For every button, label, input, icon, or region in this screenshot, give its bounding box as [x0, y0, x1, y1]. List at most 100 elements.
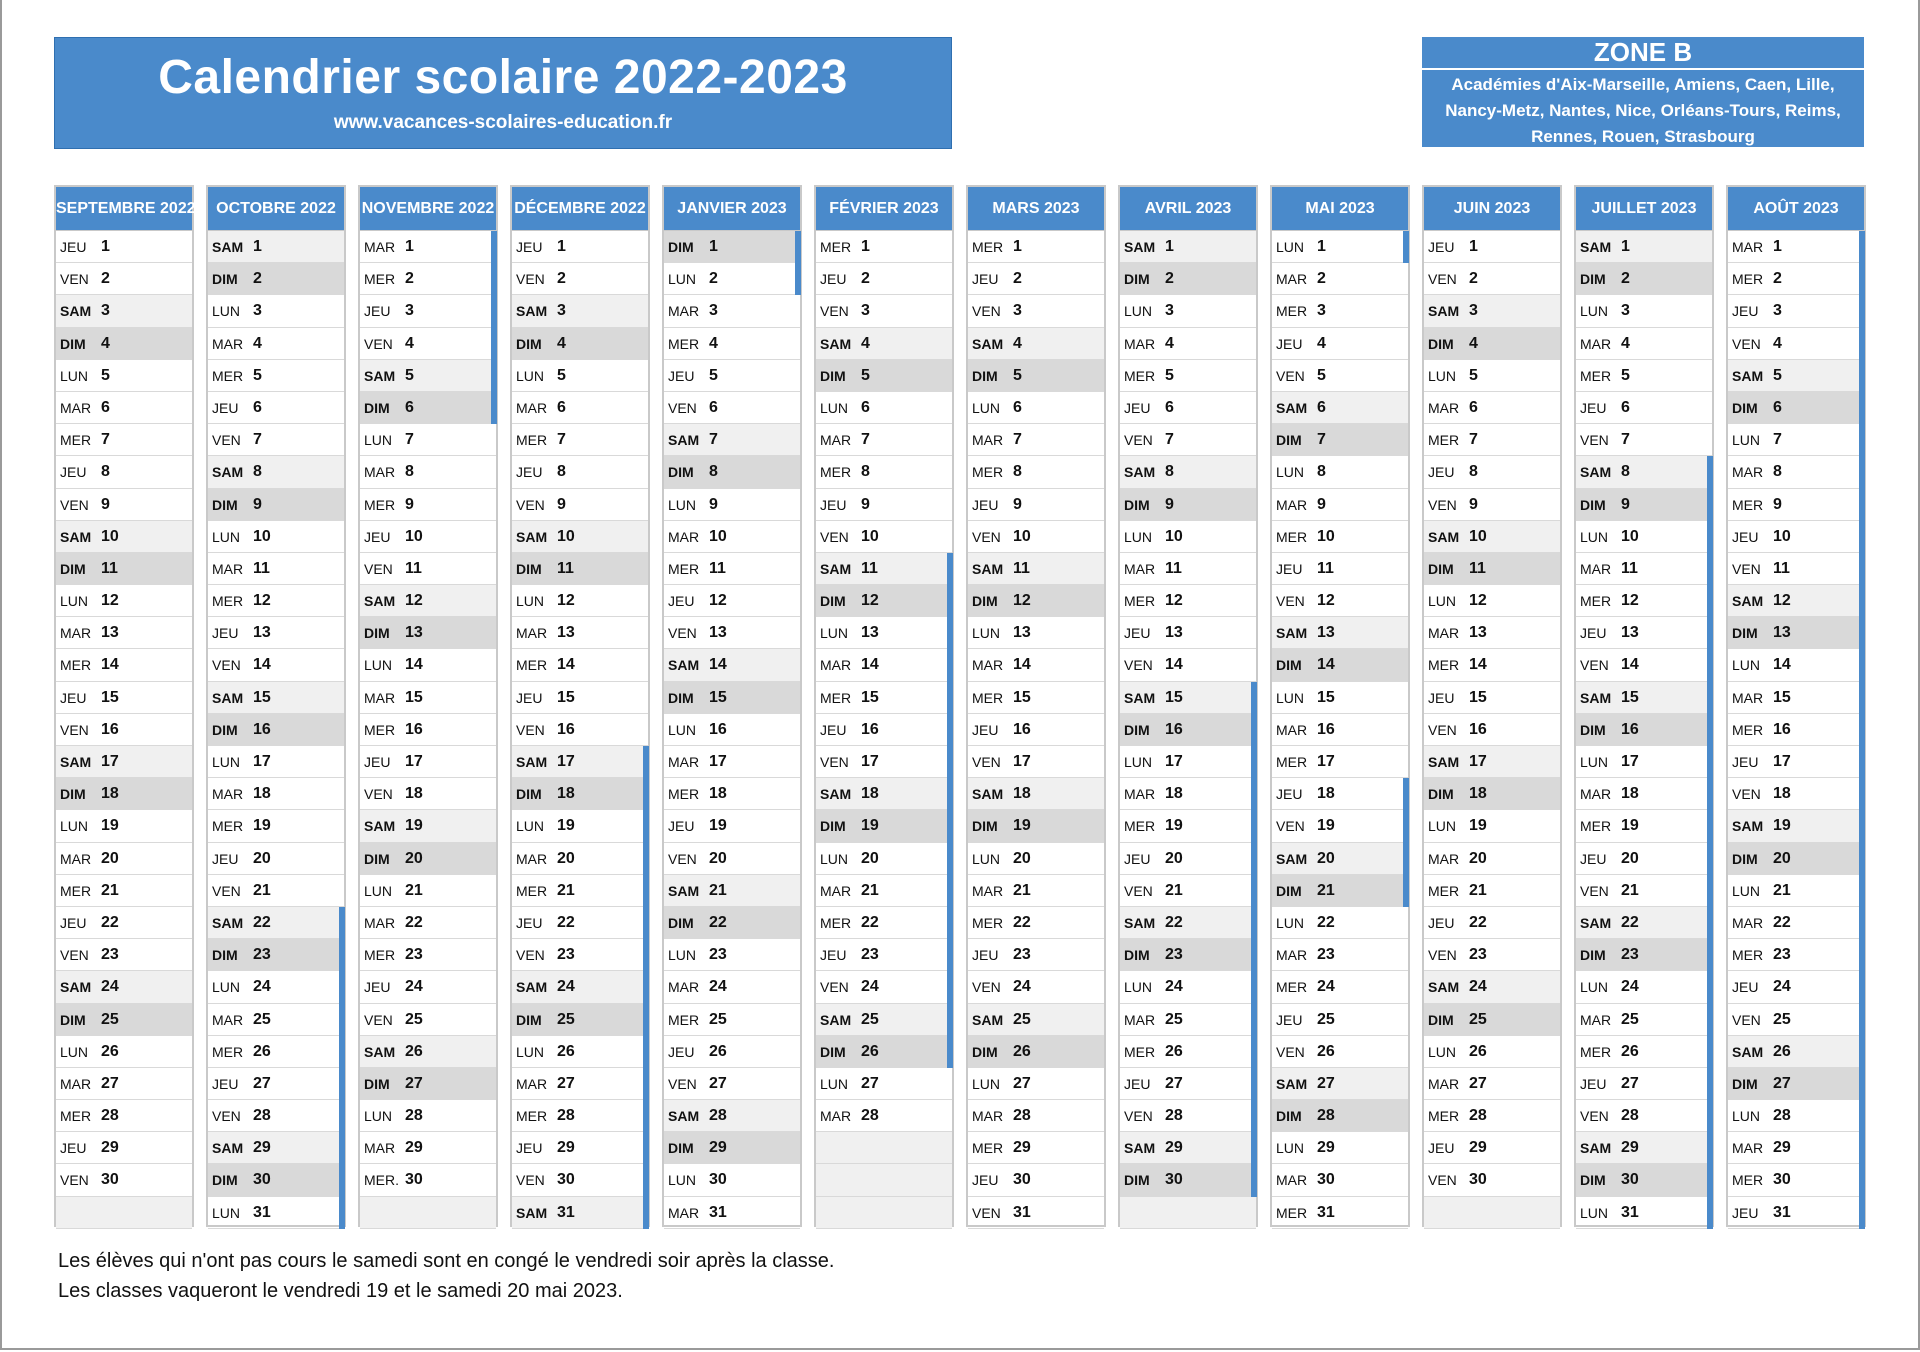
day-number: 22	[709, 913, 727, 931]
day-name: MAR	[516, 399, 548, 416]
day-name: JEU	[1428, 239, 1455, 255]
day-number: 14	[1773, 656, 1791, 674]
day-number: 28	[861, 1107, 879, 1125]
day-name: MER	[1124, 367, 1156, 384]
day-number: 2	[861, 270, 870, 288]
holiday-bar	[339, 907, 345, 1230]
day-name: JEU	[60, 914, 87, 931]
day-number: 1	[1013, 238, 1022, 255]
day-name: DIM	[668, 914, 694, 931]
day-name: SAM	[60, 979, 92, 996]
day-row: MAR 29	[1728, 1132, 1864, 1165]
day-name: MER	[1124, 818, 1156, 835]
day-row: DIM 14	[1272, 649, 1408, 682]
day-number: 5	[1013, 366, 1022, 384]
day-name: JEU	[364, 303, 391, 320]
day-number: 6	[861, 398, 870, 416]
day-number: 5	[557, 366, 566, 384]
day-name: MAR	[1732, 239, 1764, 255]
month-title: SEPTEMBRE 2022	[56, 187, 196, 231]
day-name: DIM	[972, 818, 998, 835]
day-number: 2	[709, 270, 718, 288]
day-row: JEU 17	[1728, 746, 1864, 779]
day-number: 18	[1013, 785, 1031, 803]
day-row: VEN 17	[816, 746, 952, 779]
day-row: MER 31	[1272, 1197, 1408, 1229]
day-row: LUN 19	[512, 810, 648, 843]
day-number: 11	[101, 559, 118, 577]
day-name: VEN	[364, 560, 393, 577]
day-number: 24	[101, 978, 119, 996]
day-row: SAM 10	[56, 520, 192, 553]
day-name: MAR	[212, 560, 244, 577]
day-row: SAM 25	[816, 1003, 952, 1036]
day-number: 30	[253, 1171, 271, 1189]
day-number: 8	[405, 463, 414, 481]
day-row: VEN 21	[1576, 875, 1712, 907]
day-row: JEU 24	[1728, 971, 1864, 1004]
day-row: LUN 17	[208, 746, 344, 779]
day-row: SAM 24	[1424, 971, 1560, 1004]
day-row: MAR 25	[1120, 1004, 1256, 1036]
day-name: VEN	[820, 754, 849, 770]
day-number: 22	[861, 913, 879, 931]
day-number: 11	[1469, 559, 1486, 577]
day-row: VEN 23	[1424, 939, 1560, 972]
day-row: DIM 1	[664, 231, 800, 264]
day-name: LUN	[60, 367, 89, 384]
month-column: DÉCEMBRE 2022 JEU 1 VEN 2 SAM 3 DIM 4 LUN 5 MAR 6 MER…	[510, 185, 650, 1230]
day-number: 1	[1773, 238, 1782, 255]
day-number: 17	[1621, 753, 1639, 770]
day-number: 7	[1013, 431, 1022, 449]
day-number: 18	[405, 785, 423, 803]
day-name: VEN	[668, 850, 697, 867]
day-number: 4	[1317, 334, 1326, 352]
day-name: JEU	[1580, 625, 1607, 642]
day-number: 30	[1621, 1171, 1639, 1189]
day-number: 28	[101, 1107, 119, 1125]
day-name: DIM	[1732, 399, 1758, 416]
day-row: VEN 24	[816, 971, 952, 1004]
day-name: VEN	[516, 271, 545, 288]
day-name: VEN	[1124, 882, 1153, 899]
day-row: MAR 1	[360, 231, 496, 264]
day-number: 23	[557, 946, 575, 964]
day-name: MER	[820, 464, 852, 481]
day-row: JEU 25	[1272, 1004, 1408, 1036]
day-number: 2	[253, 270, 262, 288]
day-row: SAM 6	[1272, 391, 1408, 425]
day-name: MAR	[364, 689, 396, 706]
day-row: MAR 6	[1424, 392, 1560, 425]
day-name: MAR	[1580, 560, 1612, 577]
day-number: 30	[709, 1171, 727, 1189]
day-number: 18	[557, 785, 575, 803]
day-row: JEU 31	[1728, 1197, 1864, 1229]
day-name: LUN	[1428, 818, 1457, 835]
day-row: MAR 21	[816, 875, 952, 907]
day-name: LUN	[972, 850, 1001, 867]
day-name: SAM	[60, 303, 92, 320]
day-name: JEU	[1428, 1140, 1455, 1157]
day-row: MAR 8	[1728, 456, 1864, 489]
day-name: SAM	[212, 239, 244, 255]
day-row: DIM 26	[968, 1035, 1104, 1068]
day-number: 24	[253, 978, 271, 996]
day-name: MAR	[60, 850, 92, 867]
day-row: SAM 26	[1728, 1035, 1864, 1068]
day-number: 24	[405, 978, 423, 996]
day-row: LUN 17	[1576, 746, 1712, 779]
day-row: MER 3	[1272, 295, 1408, 328]
day-number: 26	[557, 1042, 575, 1060]
day-row: MER 21	[512, 875, 648, 907]
day-row: JEU 15	[1424, 682, 1560, 714]
holiday-bar	[1707, 456, 1713, 1230]
day-row: LUN 24	[1576, 971, 1712, 1004]
day-row: VEN 14	[1120, 649, 1256, 682]
day-row: VEN 10	[968, 521, 1104, 553]
empty-row	[1120, 1196, 1256, 1229]
day-row: MER 26	[1576, 1036, 1712, 1068]
day-number: 9	[1621, 495, 1630, 513]
day-number: 31	[557, 1203, 575, 1221]
day-row: LUN 19	[1424, 810, 1560, 843]
day-name: MER	[820, 914, 852, 931]
